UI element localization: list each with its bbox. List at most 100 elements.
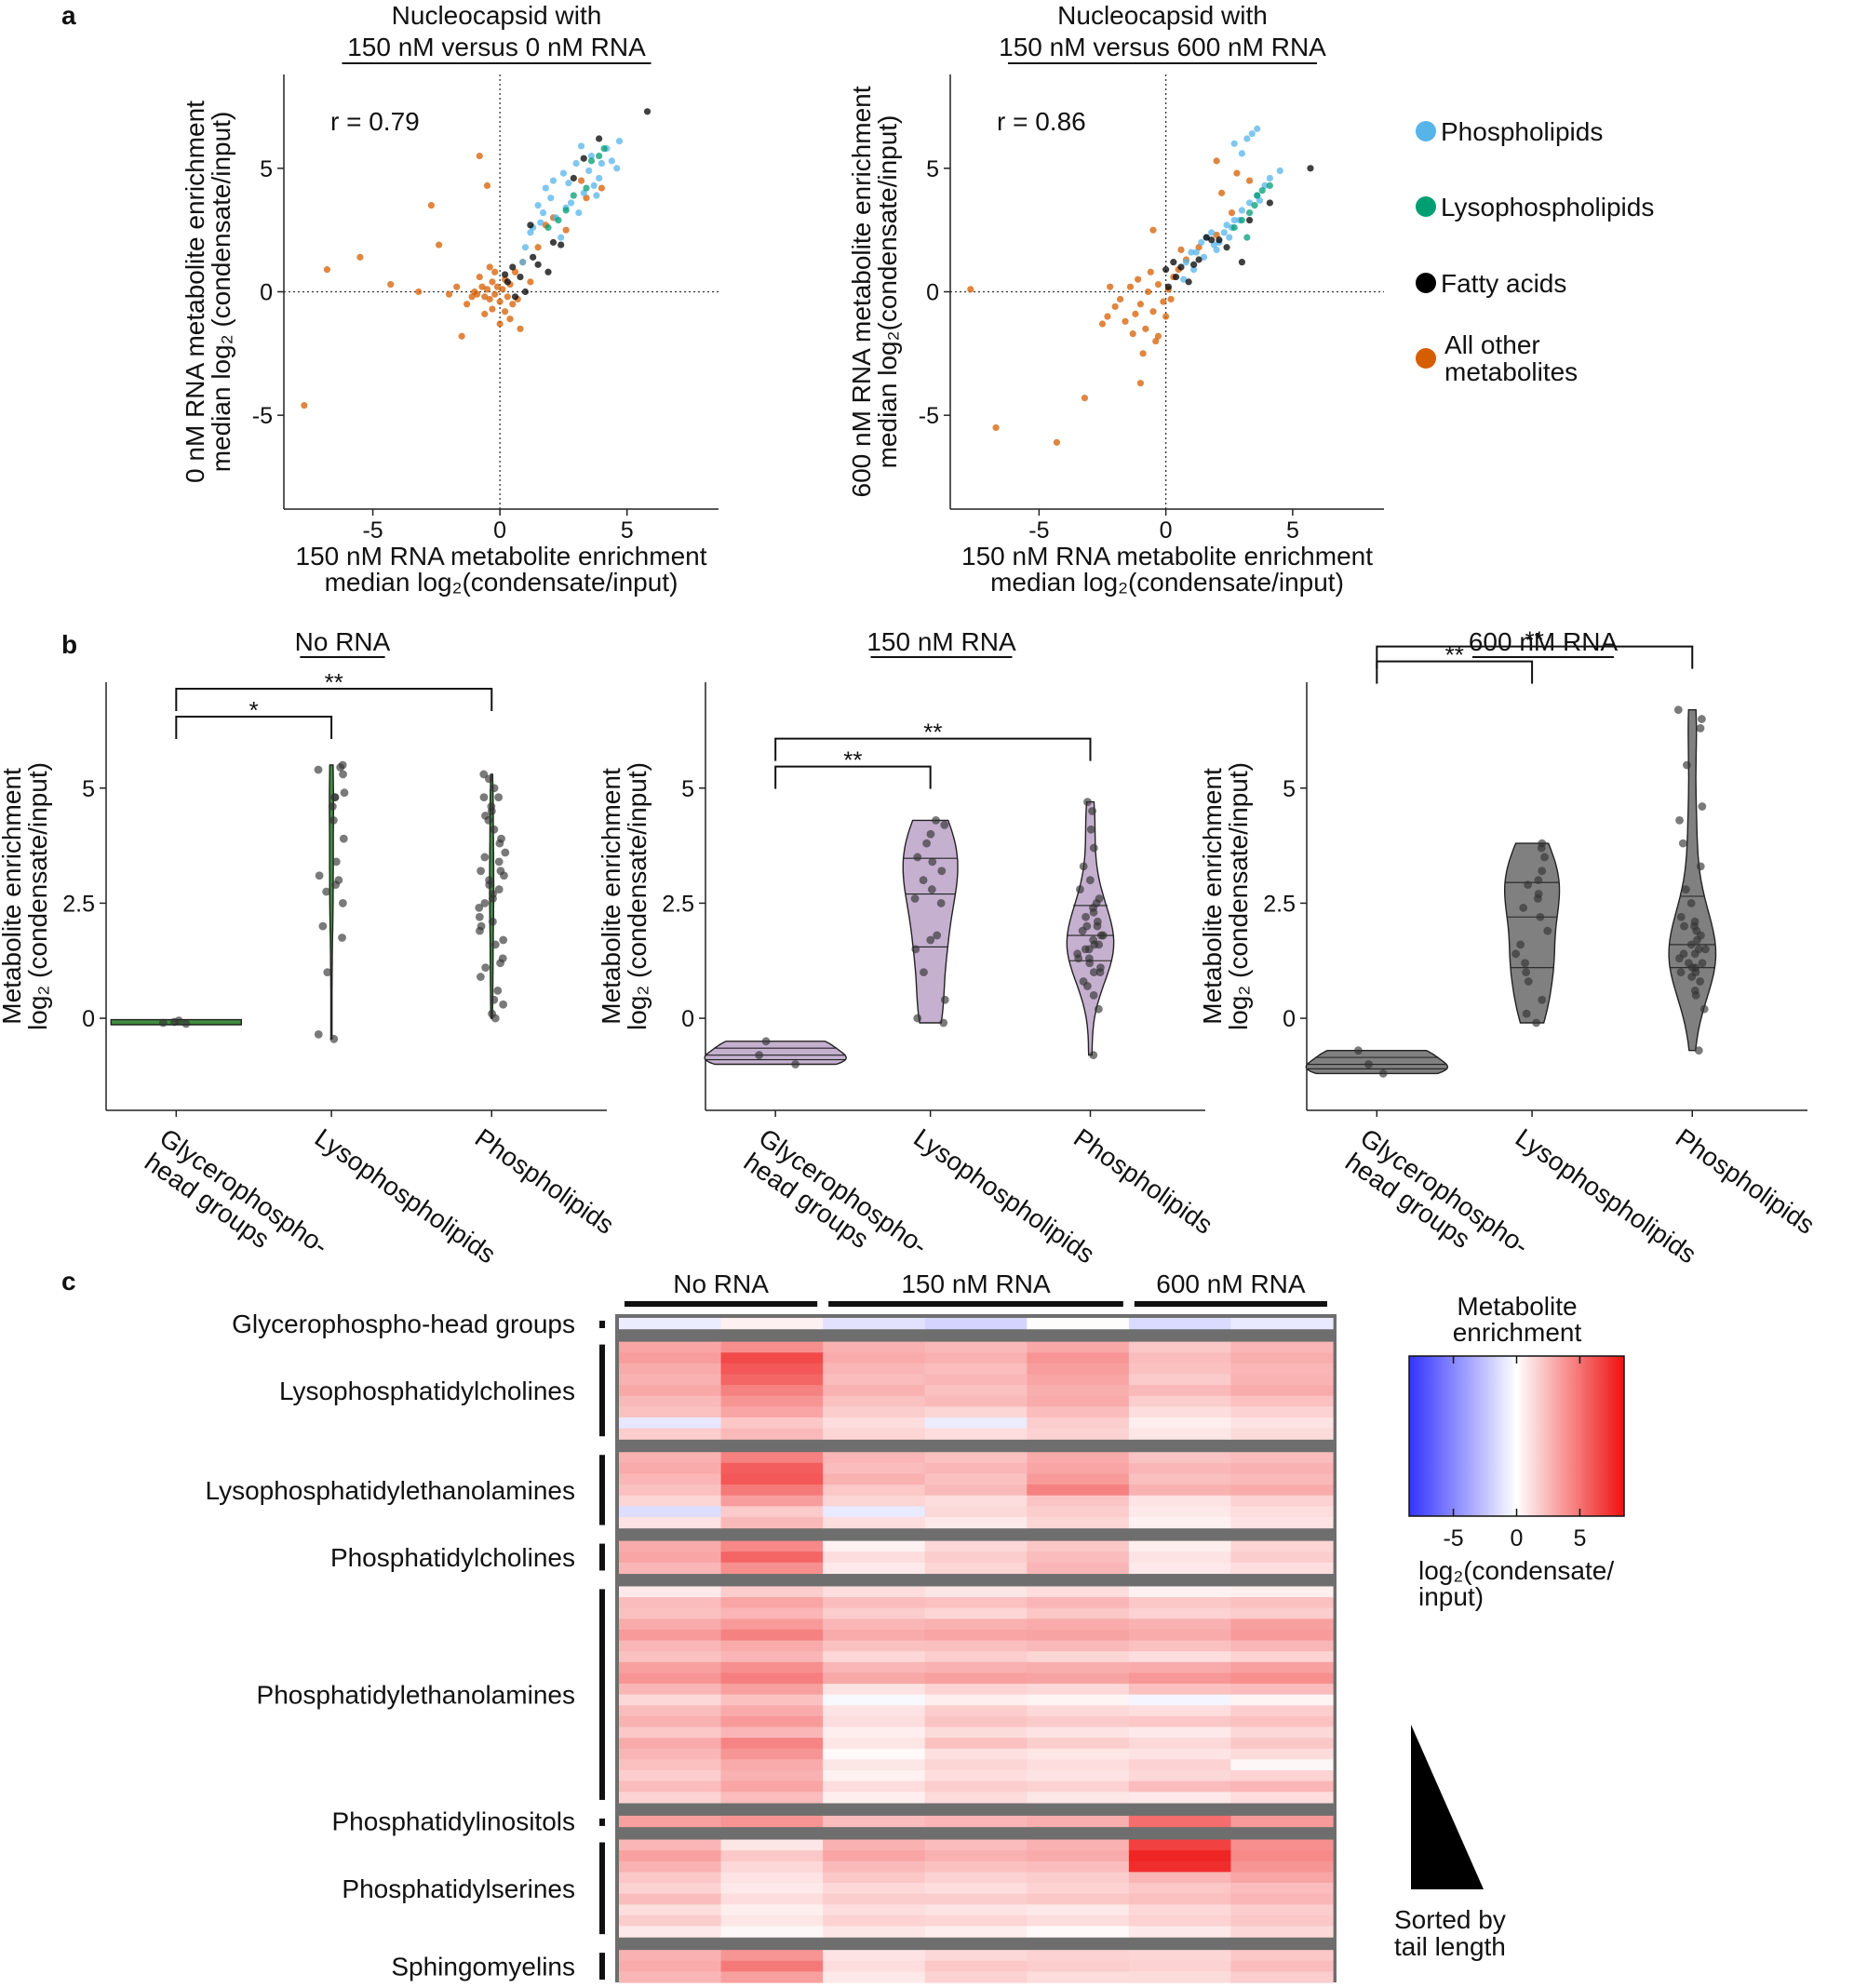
heatmap-cell	[1027, 1495, 1130, 1507]
heatmap-cell	[1128, 1883, 1232, 1895]
y-axis-label: log₂ (condensate/input)	[1224, 762, 1253, 1030]
data-point	[558, 241, 565, 248]
heatmap-cell	[1128, 1726, 1232, 1739]
data-point	[475, 903, 484, 912]
heatmap-cell	[1027, 1363, 1130, 1376]
data-point	[1697, 715, 1706, 723]
heatmap-cell	[1128, 1971, 1232, 1983]
data-point	[501, 308, 509, 316]
data-point	[1543, 926, 1552, 935]
heatmap-cell	[1230, 1872, 1334, 1884]
heatmap-cell	[619, 1516, 722, 1529]
heatmap-cell	[1027, 1428, 1130, 1440]
violin-group	[475, 770, 510, 1023]
heatmap-cell	[823, 1607, 926, 1619]
heatmap-cell	[1128, 1473, 1232, 1485]
legend-swatch	[1416, 196, 1436, 217]
heatmap-cell	[924, 1914, 1028, 1928]
colorbar-title: Metabolite	[1457, 1292, 1577, 1321]
heatmap-cell	[619, 1473, 722, 1485]
data-point	[1079, 977, 1088, 986]
data-point	[940, 820, 949, 829]
heatmap-cell	[1128, 1860, 1232, 1873]
heatmap-cell	[619, 1341, 722, 1353]
x-tick-label: Phospholipids	[470, 1123, 620, 1240]
heatmap-cell	[823, 1506, 926, 1518]
data-point	[486, 295, 493, 303]
heatmap-cell	[720, 1395, 824, 1407]
data-point	[318, 921, 328, 931]
data-point	[1676, 912, 1686, 921]
data-point	[1213, 231, 1220, 239]
heatmap-cell	[924, 1872, 1028, 1884]
significance-bracket	[1376, 645, 1694, 669]
x-axis-label: 150 nM RNA metabolite enrichment	[296, 542, 707, 571]
heatmap-cell	[924, 1385, 1028, 1397]
heatmap-cell	[1027, 1738, 1130, 1750]
data-point	[339, 834, 348, 843]
heatmap-row-group: Phosphatidylethanolamines	[257, 1586, 1334, 1804]
heatmap-cell	[1230, 1484, 1334, 1497]
heatmap-cell	[619, 1640, 722, 1652]
heatmap-cell	[619, 1406, 722, 1418]
heatmap-cell	[1027, 1651, 1130, 1663]
data-point	[1519, 903, 1528, 912]
data-point	[1200, 253, 1208, 261]
heatmap-cell	[1128, 1495, 1232, 1507]
heatmap-cell	[1128, 1661, 1232, 1674]
heatmap-cell	[1128, 1705, 1232, 1717]
data-point	[1256, 196, 1264, 204]
data-point	[1248, 130, 1256, 138]
heatmap-cell	[924, 1607, 1028, 1619]
heatmap-cell	[1230, 1914, 1334, 1928]
heatmap-cell	[823, 1428, 926, 1440]
heatmap-cell	[619, 1839, 722, 1851]
heatmap-cell	[823, 1715, 926, 1728]
data-point	[1144, 288, 1152, 296]
data-point	[1223, 244, 1230, 251]
heatmap-cell	[823, 1551, 926, 1564]
heatmap-cell	[720, 1417, 824, 1430]
heatmap-cell	[1027, 1597, 1130, 1609]
heatmap-cell	[823, 1839, 926, 1851]
data-point	[338, 934, 346, 942]
heatmap-cell	[619, 1850, 722, 1862]
heatmap-cell	[1027, 1586, 1130, 1598]
data-point	[1083, 798, 1092, 807]
data-point	[1089, 1051, 1098, 1060]
data-point	[1538, 839, 1547, 848]
heatmap-cell	[924, 1705, 1028, 1717]
data-point	[1132, 310, 1139, 317]
legend-swatch	[1416, 121, 1436, 141]
data-point	[356, 253, 364, 261]
data-point	[1694, 945, 1703, 954]
heatmap-cell	[924, 1506, 1028, 1518]
heatmap-cell	[1230, 1893, 1334, 1905]
data-point	[489, 278, 496, 286]
heatmap-cell	[619, 1363, 722, 1376]
data-point	[1095, 940, 1104, 949]
heatmap-cell	[720, 1562, 824, 1575]
data-point	[479, 770, 489, 779]
data-point	[497, 834, 505, 843]
data-point	[476, 152, 483, 160]
x-tick-label: 0	[1160, 517, 1173, 544]
heatmap-cell	[619, 1562, 722, 1575]
data-point	[1079, 862, 1088, 871]
data-point	[494, 885, 504, 893]
y-axis-label: log₂ (condensate/input)	[623, 762, 652, 1030]
heatmap-cell	[823, 1926, 926, 1938]
heatmap-cell	[619, 1904, 722, 1916]
data-point	[481, 310, 489, 317]
data-point	[1164, 283, 1172, 290]
heatmap-cell	[1027, 1883, 1130, 1895]
heatmap-cell	[1230, 1462, 1334, 1475]
data-point	[585, 167, 593, 175]
data-point	[1195, 256, 1202, 263]
data-point	[1192, 248, 1200, 256]
data-point	[936, 899, 946, 907]
heatmap-cell	[619, 1586, 722, 1598]
heatmap-cell	[1128, 1926, 1232, 1938]
data-point	[489, 917, 497, 926]
data-point	[643, 108, 652, 115]
